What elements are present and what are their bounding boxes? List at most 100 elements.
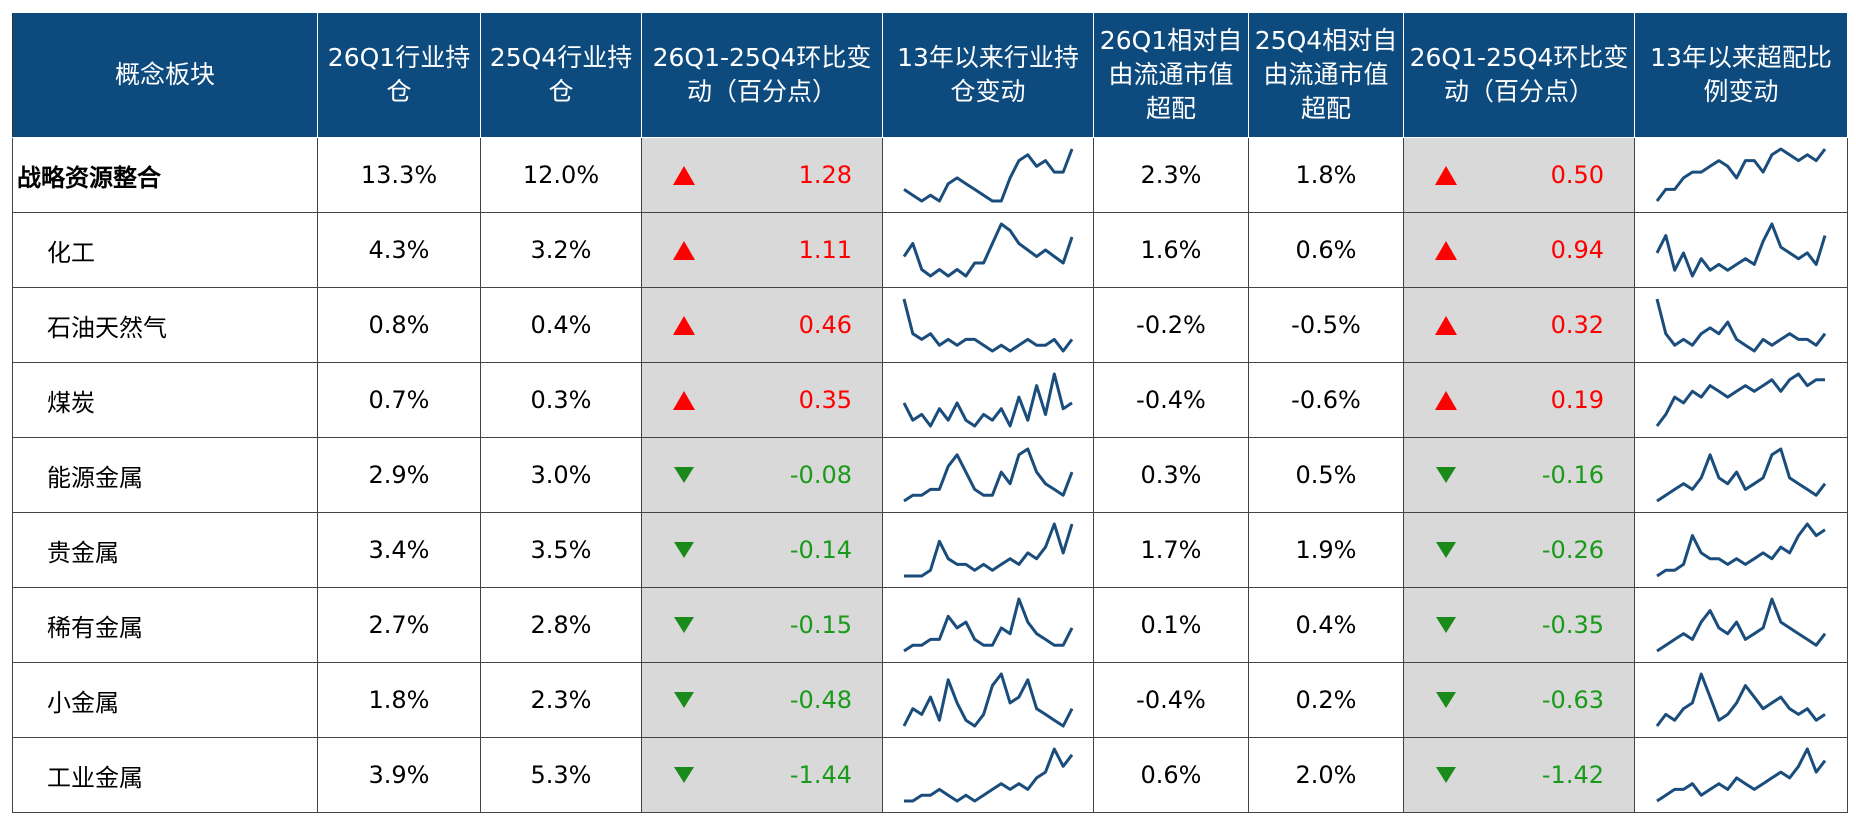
up-arrow [673, 241, 695, 260]
arrow-shape [1435, 316, 1457, 335]
change-value: 0.35 [798, 386, 852, 414]
value-cell: -0.2% [1093, 287, 1249, 363]
table-row: 稀有金属 2.7% 2.8% -0.15 0.1% 0.4% -0.35 [12, 587, 1848, 663]
up-arrow [673, 391, 695, 410]
arrow-shape [1435, 166, 1457, 185]
change-cell: 0.35 [641, 362, 883, 438]
sparkline [1656, 447, 1827, 503]
change-cell: -0.26 [1403, 512, 1635, 588]
change-cell: -0.16 [1403, 437, 1635, 513]
sparkline [1655, 298, 1827, 353]
change-value: -0.15 [789, 611, 852, 639]
value-cell: 0.5% [1248, 437, 1404, 513]
down-arrow [674, 692, 694, 708]
up-arrow [673, 316, 695, 335]
sparkline [1655, 372, 1825, 427]
sparkline-line [1655, 222, 1827, 278]
column-header: 26Q1-25Q4环比变动（百分点） [1403, 12, 1635, 138]
down-arrow [1436, 767, 1456, 783]
down-arrow [674, 767, 694, 783]
value-cell: 2.7% [317, 587, 481, 663]
arrow-shape [1436, 767, 1456, 783]
change-value: 0.32 [1550, 311, 1604, 339]
value-cell: 3.2% [480, 212, 642, 288]
value-cell: 4.3% [317, 212, 481, 288]
change-cell: -0.08 [641, 437, 883, 513]
trend-cell [1634, 362, 1848, 438]
sparkline-line [1655, 672, 1826, 727]
sparkline-line [903, 148, 1074, 203]
value-cell: 3.0% [480, 437, 642, 513]
trend-cell [882, 212, 1094, 288]
sparkline [1655, 147, 1827, 202]
arrow-shape [1436, 467, 1456, 483]
arrow-shape [673, 316, 695, 335]
value-cell: 1.8% [317, 662, 481, 738]
value-cell: -0.5% [1248, 287, 1404, 363]
sparkline-line [1655, 298, 1827, 353]
change-cell: 0.19 [1403, 362, 1635, 438]
trend-cell [1634, 737, 1848, 813]
down-arrow [1436, 692, 1456, 708]
arrow-shape [1435, 391, 1457, 410]
sparkline [904, 522, 1074, 578]
sparkline-line [1656, 747, 1827, 803]
value-cell: 0.4% [1248, 587, 1404, 663]
trend-cell [882, 287, 1094, 363]
value-cell: -0.6% [1248, 362, 1404, 438]
change-cell: -1.42 [1403, 737, 1635, 813]
change-cell: -1.44 [641, 737, 883, 813]
value-cell: 3.9% [317, 737, 481, 813]
change-cell: 0.32 [1403, 287, 1635, 363]
change-value: 0.46 [798, 311, 852, 339]
column-header: 25Q4相对自由流通市值超配 [1248, 12, 1404, 138]
sector-name: 稀有金属 [12, 587, 318, 663]
down-arrow [674, 467, 694, 483]
change-value: -0.35 [1541, 611, 1604, 639]
arrow-shape [674, 767, 694, 783]
arrow-shape [674, 542, 694, 558]
change-value: 0.50 [1550, 161, 1604, 189]
change-value: -0.26 [1541, 536, 1604, 564]
change-cell: 0.46 [641, 287, 883, 363]
table-body: 战略资源整合 13.3% 12.0% 1.28 2.3% 1.8% 0.50 化工 4.3% 3.… [12, 137, 1848, 813]
sparkline-line [903, 447, 1074, 503]
arrow-shape [673, 391, 695, 410]
change-cell: -0.14 [641, 512, 883, 588]
sector-name: 能源金属 [12, 437, 318, 513]
value-cell: 0.6% [1093, 737, 1249, 813]
up-arrow [1435, 391, 1457, 410]
trend-cell [1634, 662, 1848, 738]
trend-cell [1634, 287, 1848, 363]
change-cell: -0.35 [1403, 587, 1635, 663]
value-cell: 12.0% [480, 137, 642, 213]
trend-cell [882, 662, 1094, 738]
column-header: 13年以来超配比例变动 [1634, 12, 1848, 138]
sparkline [902, 298, 1074, 353]
change-value: -0.63 [1541, 686, 1604, 714]
trend-cell [882, 362, 1094, 438]
value-cell: 0.7% [317, 362, 481, 438]
up-arrow [1435, 166, 1457, 185]
sparkline [1655, 672, 1826, 727]
change-value: 0.94 [1550, 236, 1604, 264]
value-cell: 0.4% [480, 287, 642, 363]
down-arrow [1436, 617, 1456, 633]
trend-cell [1634, 212, 1848, 288]
trend-cell [1634, 587, 1848, 663]
change-value: 0.19 [1550, 386, 1604, 414]
value-cell: 3.4% [317, 512, 481, 588]
value-cell: 0.6% [1248, 212, 1404, 288]
trend-cell [882, 587, 1094, 663]
up-arrow [673, 166, 695, 185]
arrow-shape [1436, 617, 1456, 633]
change-cell: 1.28 [641, 137, 883, 213]
change-value: -0.48 [789, 686, 852, 714]
trend-cell [1634, 137, 1848, 213]
value-cell: 0.3% [1093, 437, 1249, 513]
header-row: 概念板块 26Q1行业持仓 25Q4行业持仓 26Q1-25Q4环比变动（百分点） 13… [12, 12, 1848, 138]
arrow-shape [674, 692, 694, 708]
change-cell: -0.15 [641, 587, 883, 663]
sparkline [1656, 747, 1827, 803]
value-cell: 1.7% [1093, 512, 1249, 588]
